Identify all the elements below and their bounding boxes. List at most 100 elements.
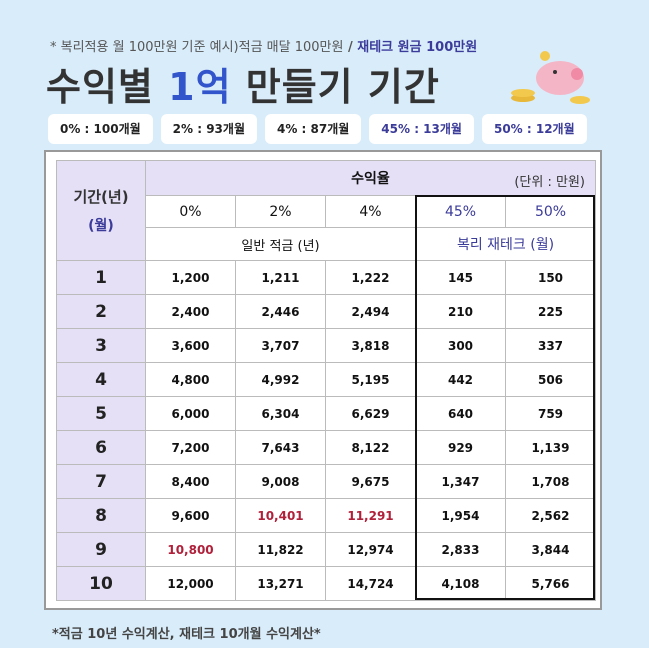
period-cell: 4	[56, 362, 146, 397]
pill: 45% : 13개월	[369, 114, 474, 144]
period-cell: 9	[56, 532, 146, 567]
table-cell: 1,222	[325, 260, 416, 295]
table-cell: 14,724	[325, 566, 416, 601]
period-cell: 7	[56, 464, 146, 499]
table-cell: 1,211	[235, 260, 326, 295]
note-sep: /	[343, 40, 358, 55]
table-cell: 337	[505, 328, 596, 363]
table-cell: 3,707	[235, 328, 326, 363]
table-cell: 6,304	[235, 396, 326, 431]
table-row: 7 8,400 9,008 9,675 1,347 1,708	[56, 464, 596, 499]
note-text: 재테크 원금 100만원	[357, 40, 478, 55]
unit-label: (단위 : 만원)	[514, 175, 585, 190]
table-cell: 2,833	[415, 532, 506, 567]
table-row: 1 1,200 1,211 1,222 145 150	[56, 260, 596, 295]
table-row: 10 12,000 13,271 14,724 4,108 5,766	[56, 566, 596, 601]
title-part: 수익별	[46, 65, 169, 109]
header-row: 0% 2% 4% 45% 50%	[57, 195, 596, 228]
pill: 50% : 12개월	[481, 114, 587, 144]
table-cell: 929	[415, 430, 506, 465]
group-header: 복리 재테크 (월)	[415, 227, 596, 261]
title: 수익별 1억 만들기 기간	[46, 56, 440, 111]
table-cell: 6,629	[325, 396, 416, 431]
header-row: 기간(년) (월) 수익율 (단위 : 만원)	[56, 160, 596, 261]
header-row: 일반 적금 (년) 복리 재테크 (월)	[57, 227, 596, 261]
table-cell: 12,000	[145, 566, 236, 601]
pill: 0% : 100개월	[48, 114, 153, 144]
period-cell: 1	[56, 260, 146, 295]
table-cell: 7,643	[235, 430, 326, 465]
table-cell: 4,108	[415, 566, 506, 601]
table-cell: 9,600	[145, 498, 236, 533]
table-cell: 225	[505, 294, 596, 329]
column-header: 0%	[145, 195, 236, 228]
table-row: 2 2,400 2,446 2,494 210 225	[56, 294, 596, 329]
table-cell: 145	[415, 260, 506, 295]
table-cell: 11,291	[325, 498, 416, 533]
table-cell: 300	[415, 328, 506, 363]
header-note: * 복리적용 월 100만원 기준 예시)적금 매달 100만원 / 재테크 원…	[50, 36, 477, 55]
table-cell: 7,200	[145, 430, 236, 465]
column-header: 2%	[235, 195, 326, 228]
group-header: 일반 적금 (년)	[145, 227, 416, 261]
table-cell: 1,200	[145, 260, 236, 295]
table-row: 8 9,600 10,401 11,291 1,954 2,562	[56, 498, 596, 533]
table-cell: 4,992	[235, 362, 326, 397]
pill: 4% : 87개월	[264, 114, 362, 144]
column-header: 45%	[415, 195, 506, 228]
table-cell: 3,844	[505, 532, 596, 567]
column-header: 50%	[505, 195, 596, 228]
period-cell: 3	[56, 328, 146, 363]
footer: *적금 10년 수익계산, 재테크 10개월 수익계산*	[52, 627, 321, 642]
piggy-icon	[511, 51, 590, 104]
table-row: 3 3,600 3,707 3,818 300 337	[56, 328, 596, 363]
table-cell: 4,800	[145, 362, 236, 397]
period-header-text: 기간(년)	[73, 188, 129, 206]
column-header: 4%	[325, 195, 416, 228]
period-cell: 10	[56, 566, 146, 601]
table-cell: 2,562	[505, 498, 596, 533]
table-cell: 640	[415, 396, 506, 431]
table-cell: 13,271	[235, 566, 326, 601]
period-cell: 2	[56, 294, 146, 329]
table-cell: 3,600	[145, 328, 236, 363]
table-cell: 11,822	[235, 532, 326, 567]
table-cell: 5,766	[505, 566, 596, 601]
table-cell: 9,008	[235, 464, 326, 499]
table-cell: 10,401	[235, 498, 326, 533]
table-cell: 1,954	[415, 498, 506, 533]
table-row: 4 4,800 4,992 5,195 442 506	[56, 362, 596, 397]
table-cell: 9,675	[325, 464, 416, 499]
table-row: 5 6,000 6,304 6,629 640 759	[56, 396, 596, 431]
rate-header-text: 수익율	[351, 171, 390, 187]
table-cell: 1,139	[505, 430, 596, 465]
table-cell: 5,195	[325, 362, 416, 397]
period-header: 기간(년) (월)	[56, 160, 146, 261]
table: 기간(년) (월) 수익율 (단위 : 만원) 0% 2% 4% 45% 50% 일반 적금 (년…	[56, 160, 596, 601]
table-cell: 1,347	[415, 464, 506, 499]
table-cell: 2,494	[325, 294, 416, 329]
table-cell: 8,400	[145, 464, 236, 499]
rate-header: 수익율 (단위 : 만원)	[145, 160, 596, 196]
table-row: 6 7,200 7,643 8,122 929 1,139	[56, 430, 596, 465]
pill-row: 0% : 100개월 2% : 93개월 4% : 87개월 45% : 13개월 50…	[48, 114, 587, 144]
table-row: 9 10,800 11,822 12,974 2,833 3,844	[56, 532, 596, 567]
table-cell: 759	[505, 396, 596, 431]
title-highlight: 1억	[168, 65, 232, 109]
table-cell: 3,818	[325, 328, 416, 363]
table-cell: 442	[415, 362, 506, 397]
period-header-text: (월)	[88, 218, 114, 234]
pill: 2% : 93개월	[160, 114, 257, 144]
table-cell: 210	[415, 294, 506, 329]
note-text: * 복리적용 월 100만원 기준 예시)적금 매달 100만원	[50, 40, 344, 55]
table-cell: 12,974	[325, 532, 416, 567]
table-cell: 2,400	[145, 294, 236, 329]
table-cell: 150	[505, 260, 596, 295]
table-cell: 1,708	[505, 464, 596, 499]
table-cell: 10,800	[145, 532, 236, 567]
period-cell: 5	[56, 396, 146, 431]
table-cell: 6,000	[145, 396, 236, 431]
table-cell: 2,446	[235, 294, 326, 329]
period-cell: 8	[56, 498, 146, 533]
